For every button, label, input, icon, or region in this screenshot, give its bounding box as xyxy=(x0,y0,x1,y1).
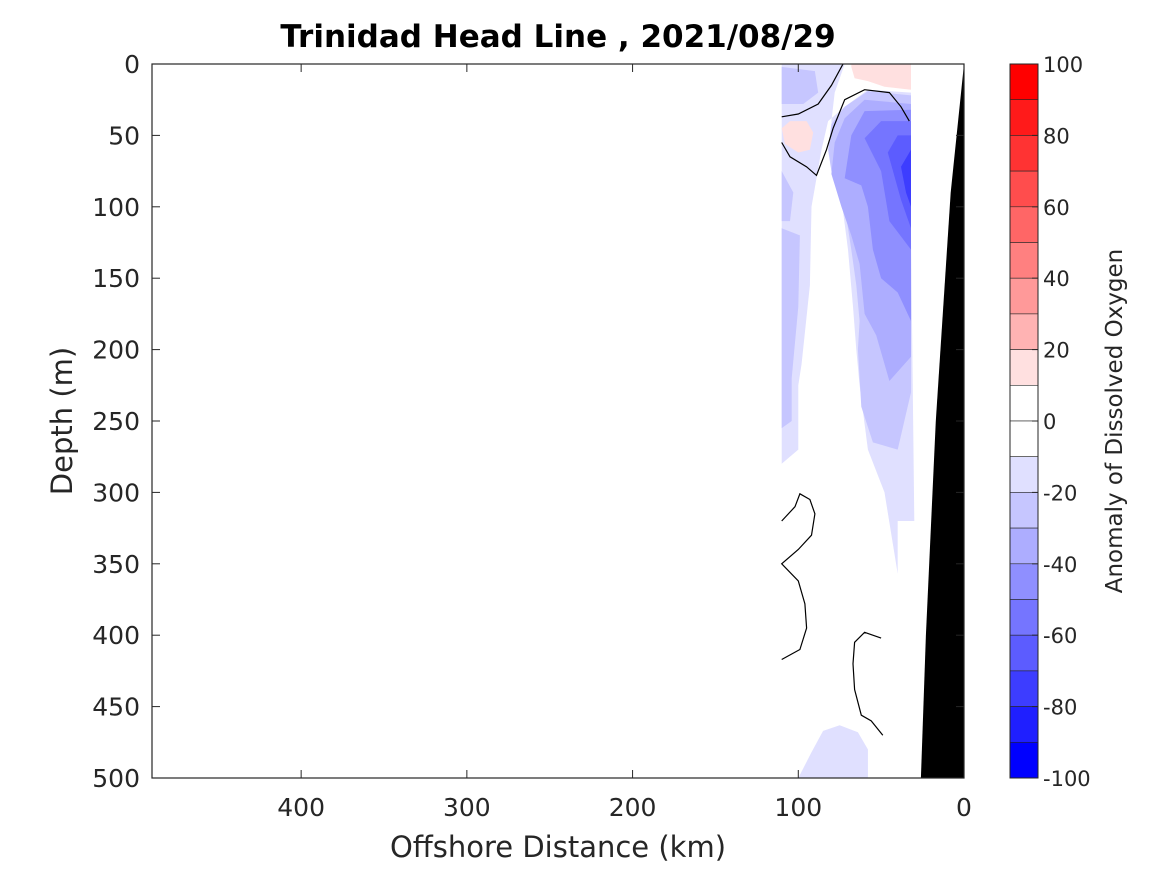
colorbar-tick-label: -60 xyxy=(1043,624,1077,648)
contour-line xyxy=(852,631,884,736)
colorbar-tick-label: 80 xyxy=(1043,124,1070,148)
x-tick-label: 400 xyxy=(277,793,325,822)
colorbar-swatch xyxy=(1009,456,1039,493)
colorbar-tick-label: -20 xyxy=(1043,481,1077,505)
y-tick-label: 100 xyxy=(92,193,140,222)
colorbar-swatch xyxy=(1009,206,1039,243)
y-tick-label: 200 xyxy=(92,336,140,365)
colorbar-levels xyxy=(1009,63,1039,779)
filled-contours xyxy=(781,64,915,778)
y-axis-ticks: 0 50 100 150 200 250 300 350 400 450 500 xyxy=(92,50,964,793)
chart-title: Trinidad Head Line , 2021/08/29 xyxy=(280,19,835,55)
colorbar-tick-label: 40 xyxy=(1043,267,1070,291)
x-tick-label: 200 xyxy=(609,793,657,822)
colorbar-swatch xyxy=(1009,277,1039,315)
colorbar-swatch xyxy=(1009,492,1039,529)
y-tick-label: 400 xyxy=(92,621,140,650)
y-tick-label: 450 xyxy=(92,693,140,722)
x-axis-ticks: 400 300 200 100 0 xyxy=(277,64,972,822)
colorbar-ticks: 100 80 60 40 20 0 -20 -40 -60 -80 -100 xyxy=(1032,53,1091,791)
x-tick-label: 300 xyxy=(443,793,491,822)
colorbar-swatch xyxy=(1009,99,1039,136)
y-tick-label: 300 xyxy=(92,478,140,507)
contour-fill-region xyxy=(781,121,814,153)
colorbar-swatch xyxy=(1009,384,1039,422)
colorbar-swatch xyxy=(1009,349,1039,386)
plot-background xyxy=(152,64,964,778)
colorbar-swatch xyxy=(1009,170,1039,208)
contour-line xyxy=(780,492,816,661)
colorbar-tick-label: -100 xyxy=(1043,767,1091,791)
colorbar-swatch xyxy=(1009,599,1039,636)
contour-fill-region xyxy=(781,171,794,222)
contour-fill-region xyxy=(781,228,800,429)
colorbar: 100 80 60 40 20 0 -20 -40 -60 -80 -100 xyxy=(1009,53,1091,791)
colorbar-swatch xyxy=(1009,135,1039,172)
contour-fill-region xyxy=(781,66,819,104)
colorbar-swatch xyxy=(1009,313,1039,350)
seafloor-polygon xyxy=(920,64,964,778)
contour-fill-region xyxy=(851,64,911,90)
contour-fill-region xyxy=(901,149,911,207)
y-tick-label: 350 xyxy=(92,550,140,579)
y-tick-label: 0 xyxy=(124,50,140,79)
x-tick-label: 0 xyxy=(956,793,972,822)
colorbar-swatch xyxy=(1009,741,1039,779)
y-axis-title: Depth (m) xyxy=(45,347,79,495)
colorbar-tick-label: 0 xyxy=(1043,410,1056,434)
contour-fill-region xyxy=(887,135,911,229)
contour-fill-region xyxy=(798,725,868,778)
contour-line xyxy=(781,64,844,118)
seafloor-bathymetry xyxy=(920,64,964,778)
y-tick-label: 150 xyxy=(92,264,140,293)
colorbar-title: Anomaly of Dissolved Oxygen xyxy=(1102,249,1128,594)
y-tick-label: 250 xyxy=(92,407,140,436)
y-tick-label: 500 xyxy=(92,764,140,793)
colorbar-tick-label: 100 xyxy=(1043,53,1083,77)
y-tick-label: 50 xyxy=(108,121,140,150)
colorbar-tick-label: 60 xyxy=(1043,196,1070,220)
colorbar-swatch xyxy=(1009,634,1039,672)
colorbar-swatch xyxy=(1009,670,1039,707)
colorbar-swatch xyxy=(1009,706,1039,743)
x-axis-title: Offshore Distance (km) xyxy=(390,830,726,864)
colorbar-tick-label: 20 xyxy=(1043,339,1070,363)
contour-lines xyxy=(780,64,910,736)
colorbar-tick-label: -40 xyxy=(1043,553,1077,577)
colorbar-swatch xyxy=(1009,242,1039,279)
colorbar-tick-label: -80 xyxy=(1043,696,1077,720)
plot-area: 400 300 200 100 0 0 50 100 150 200 250 300 350 400 45… xyxy=(92,50,972,822)
colorbar-swatch xyxy=(1009,563,1039,600)
contour-line xyxy=(781,89,910,177)
x-tick-label: 100 xyxy=(774,793,822,822)
colorbar-swatch xyxy=(1009,420,1039,458)
colorbar-swatch xyxy=(1009,527,1039,565)
colorbar-swatch xyxy=(1009,63,1039,101)
